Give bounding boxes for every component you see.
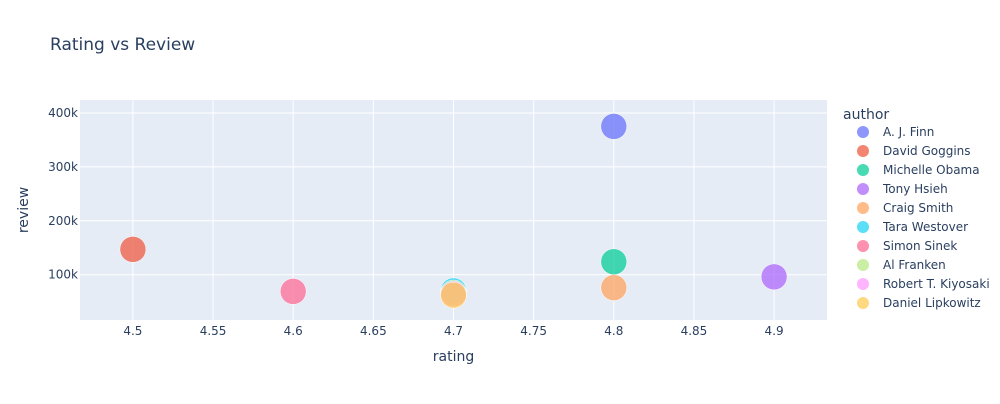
x-tick-label: 4.75 <box>520 324 547 338</box>
y-tick-label: 300k <box>48 160 78 174</box>
legend-item[interactable]: Al Franken <box>857 258 946 272</box>
legend-marker <box>857 259 869 271</box>
x-tick-label: 4.5 <box>123 324 142 338</box>
data-point <box>600 274 628 301</box>
chart-title: Rating vs Review <box>50 35 195 55</box>
legend-marker <box>857 145 869 157</box>
legend-label: Simon Sinek <box>883 239 957 253</box>
x-tick-labels: 4.5 4.55 4.6 4.65 4.7 4.75 4.8 4.85 4.9 <box>123 324 783 338</box>
legend-marker <box>857 221 869 233</box>
legend-item[interactable]: David Goggins <box>857 144 971 158</box>
legend-item[interactable]: Simon Sinek <box>857 239 957 253</box>
x-tick-label: 4.6 <box>284 324 303 338</box>
legend-label: Tony Hsieh <box>882 182 948 196</box>
y-gridlines <box>80 112 827 276</box>
legend-label: Robert T. Kiyosaki <box>883 277 990 291</box>
x-tick-label: 4.9 <box>765 324 784 338</box>
data-point <box>760 263 788 291</box>
x-tick-label: 4.55 <box>200 324 227 338</box>
legend-label: Al Franken <box>883 258 946 272</box>
y-tick-labels: 100k 200k 300k 400k <box>48 106 78 282</box>
data-point <box>119 236 147 263</box>
x-tick-label: 4.65 <box>360 324 387 338</box>
legend: A. J. Finn David Goggins Michelle Obama Ton… <box>857 125 990 310</box>
legend-label: A. J. Finn <box>883 125 934 139</box>
y-tick-label: 100k <box>48 268 78 282</box>
legend-marker <box>857 126 869 138</box>
legend-item[interactable]: A. J. Finn <box>857 125 934 139</box>
legend-label: Craig Smith <box>883 201 953 215</box>
data-point <box>600 248 628 276</box>
legend-marker <box>857 164 869 176</box>
data-point <box>440 281 467 309</box>
legend-item[interactable]: Daniel Lipkowitz <box>857 296 981 310</box>
x-tick-label: 4.7 <box>444 324 463 338</box>
legend-marker <box>857 278 869 290</box>
legend-item[interactable]: Tony Hsieh <box>857 182 948 196</box>
legend-item[interactable]: Craig Smith <box>857 201 953 215</box>
x-axis-label: rating <box>433 349 474 365</box>
legend-marker <box>857 183 869 195</box>
x-tick-label: 4.85 <box>681 324 708 338</box>
legend-marker <box>857 297 869 309</box>
data-point <box>600 113 628 140</box>
data-points <box>119 113 788 309</box>
legend-marker <box>857 202 869 214</box>
data-point <box>279 278 307 305</box>
legend-marker <box>857 240 869 252</box>
legend-item[interactable]: Michelle Obama <box>857 163 980 177</box>
legend-item[interactable]: Tara Westover <box>857 220 968 234</box>
legend-title: author <box>843 107 889 123</box>
x-tick-label: 4.8 <box>604 324 623 338</box>
legend-label: David Goggins <box>883 144 971 158</box>
legend-item[interactable]: Robert T. Kiyosaki <box>857 277 990 291</box>
y-tick-label: 200k <box>48 214 78 228</box>
legend-label: Daniel Lipkowitz <box>883 296 981 310</box>
y-tick-label: 400k <box>48 106 78 120</box>
y-axis-label: review <box>16 187 32 233</box>
legend-label: Tara Westover <box>882 220 968 234</box>
legend-label: Michelle Obama <box>883 163 980 177</box>
